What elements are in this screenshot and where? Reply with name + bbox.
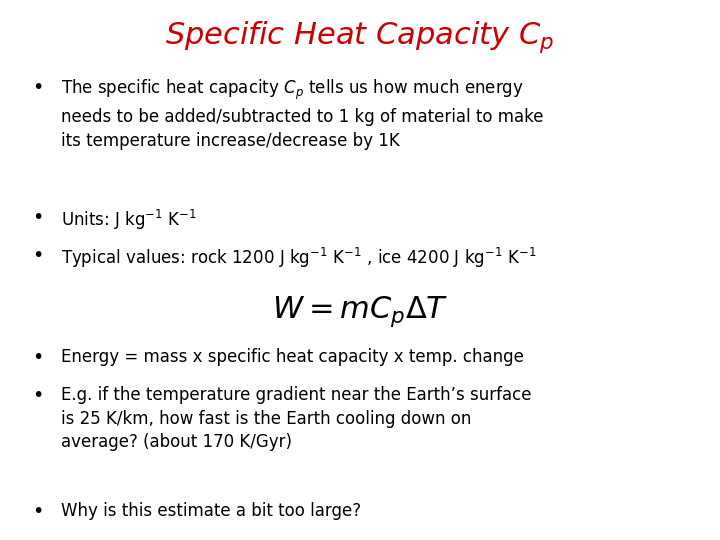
Text: •: • bbox=[32, 246, 44, 265]
Text: Typical values: rock 1200 J kg$^{-1}$ K$^{-1}$ , ice 4200 J kg$^{-1}$ K$^{-1}$: Typical values: rock 1200 J kg$^{-1}$ K$… bbox=[61, 246, 537, 270]
Text: Units: J kg$^{-1}$ K$^{-1}$: Units: J kg$^{-1}$ K$^{-1}$ bbox=[61, 208, 197, 232]
Text: Specific Heat Capacity $C_p$: Specific Heat Capacity $C_p$ bbox=[166, 19, 554, 55]
Text: •: • bbox=[32, 502, 44, 521]
Text: Why is this estimate a bit too large?: Why is this estimate a bit too large? bbox=[61, 502, 361, 520]
Text: •: • bbox=[32, 208, 44, 227]
Text: E.g. if the temperature gradient near the Earth’s surface
is 25 K/km, how fast i: E.g. if the temperature gradient near th… bbox=[61, 386, 531, 451]
Text: •: • bbox=[32, 386, 44, 405]
Text: Energy = mass x specific heat capacity x temp. change: Energy = mass x specific heat capacity x… bbox=[61, 348, 524, 366]
Text: $W = mC_p\Delta T$: $W = mC_p\Delta T$ bbox=[271, 294, 449, 329]
Text: •: • bbox=[32, 78, 44, 97]
Text: The specific heat capacity $C_p$ tells us how much energy
needs to be added/subt: The specific heat capacity $C_p$ tells u… bbox=[61, 78, 544, 150]
Text: •: • bbox=[32, 348, 44, 367]
